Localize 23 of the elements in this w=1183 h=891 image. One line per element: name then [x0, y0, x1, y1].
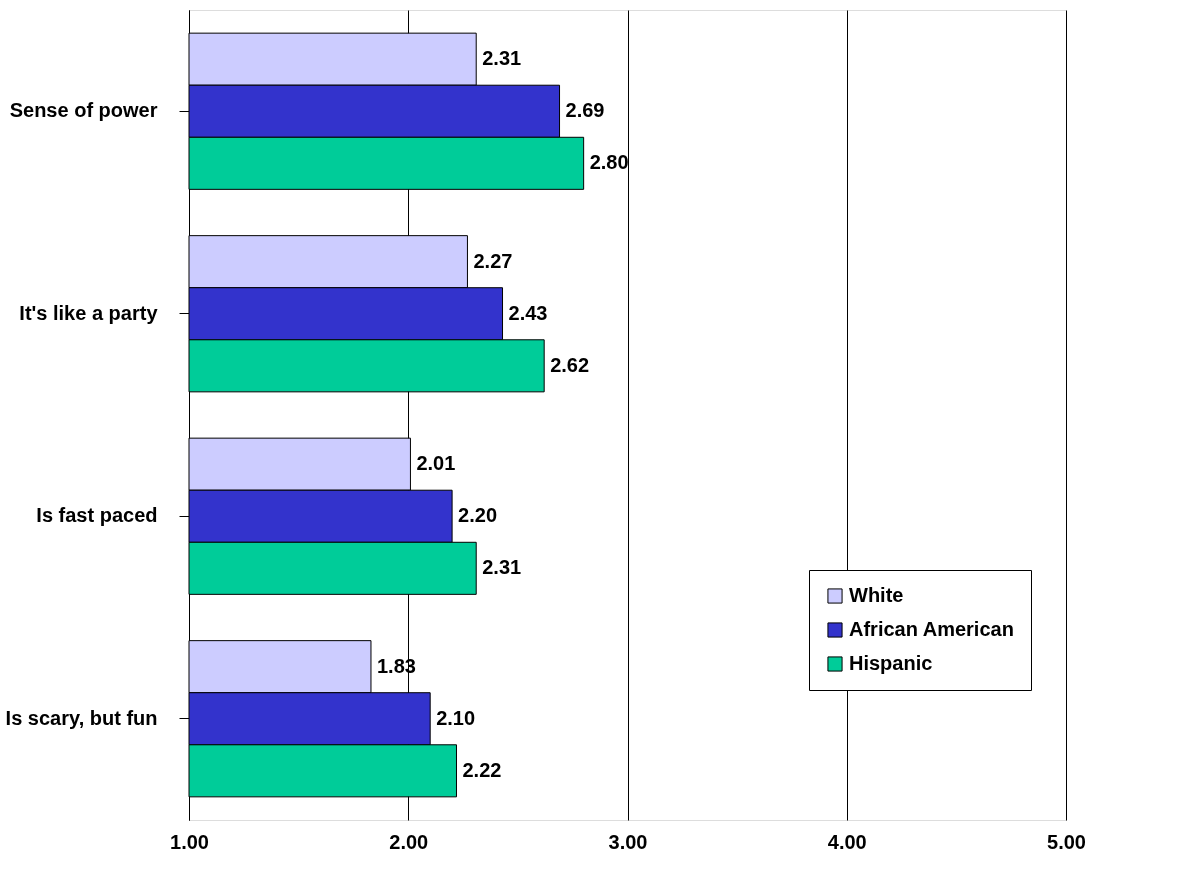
data-label: 2.01: [416, 452, 456, 475]
legend-label: African American: [849, 618, 1014, 640]
x-tick-label: 5.00: [1047, 830, 1086, 853]
data-label: 2.20: [458, 504, 498, 527]
x-tick-label: 3.00: [608, 830, 648, 853]
legend-label: White: [849, 584, 904, 606]
data-label: 2.22: [462, 758, 502, 781]
y-tick-label: It's like a party: [19, 301, 159, 324]
data-label: 2.10: [436, 706, 476, 729]
y-tick-label: Is fast paced: [36, 504, 158, 527]
data-label: 2.62: [550, 353, 590, 376]
x-tick-label: 1.00: [170, 830, 209, 853]
data-label: 2.43: [508, 301, 548, 324]
x-tick-label: 2.00: [389, 830, 429, 853]
y-tick-label: Is scary, but fun: [5, 706, 158, 729]
legend-label: Hispanic: [849, 652, 933, 674]
data-label: 2.31: [482, 556, 522, 579]
data-label: 2.69: [565, 99, 605, 122]
x-tick-label: 4.00: [827, 830, 867, 853]
data-label: 2.27: [473, 249, 513, 272]
data-label: 2.31: [482, 47, 522, 70]
y-tick-label: Sense of power: [9, 99, 158, 122]
data-label: 2.80: [589, 151, 629, 174]
